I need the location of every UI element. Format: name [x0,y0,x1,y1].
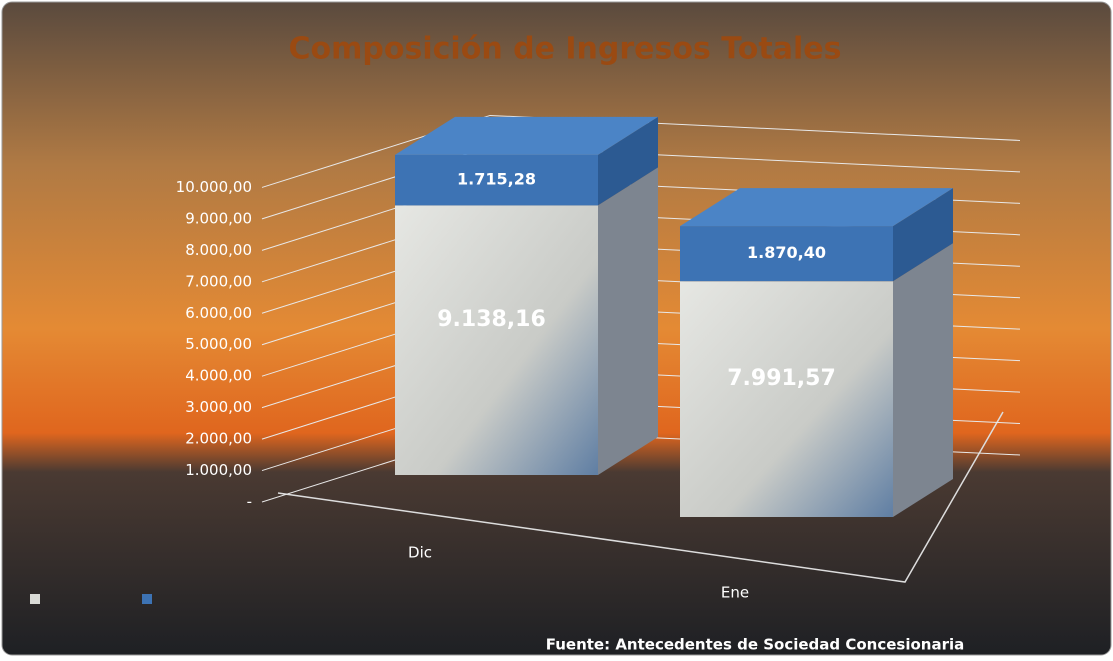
bar-side [598,167,658,475]
y-tick-label: 7.000,00 [185,272,252,290]
x-tick-label: Dic [408,544,432,562]
value-label: 1.715,28 [457,170,536,189]
y-tick-label: 3.000,00 [185,398,252,416]
chart-title: Composición de Ingresos Totales [289,32,842,67]
y-tick-label: 10.000,00 [176,178,252,196]
bar [680,281,893,517]
x-tick-label: Ene [721,584,749,602]
legend-marker [30,594,40,604]
y-tick-label: 2.000,00 [185,430,252,448]
y-tick-label: 8.000,00 [185,241,252,259]
value-label: 7.991,57 [727,366,836,391]
y-tick-label: - [247,493,252,511]
y-tick-label: 4.000,00 [185,367,252,385]
chart: Composición de Ingresos Totales Fuente: … [0,0,1113,657]
y-tick-label: 9.000,00 [185,209,252,227]
legend-marker [142,594,152,604]
bar [395,205,598,475]
value-label: 9.138,16 [437,307,546,332]
source: Fuente: Antecedentes de Sociedad Concesi… [546,636,965,654]
bar-side [893,243,953,517]
value-label: 1.870,40 [747,243,826,262]
page: {"chart_data": {"type": "bar3d_stacked",… [0,0,1113,657]
y-tick-label: 1.000,00 [185,461,252,479]
y-tick-label: 5.000,00 [185,335,252,353]
y-tick-label: 6.000,00 [185,304,252,322]
